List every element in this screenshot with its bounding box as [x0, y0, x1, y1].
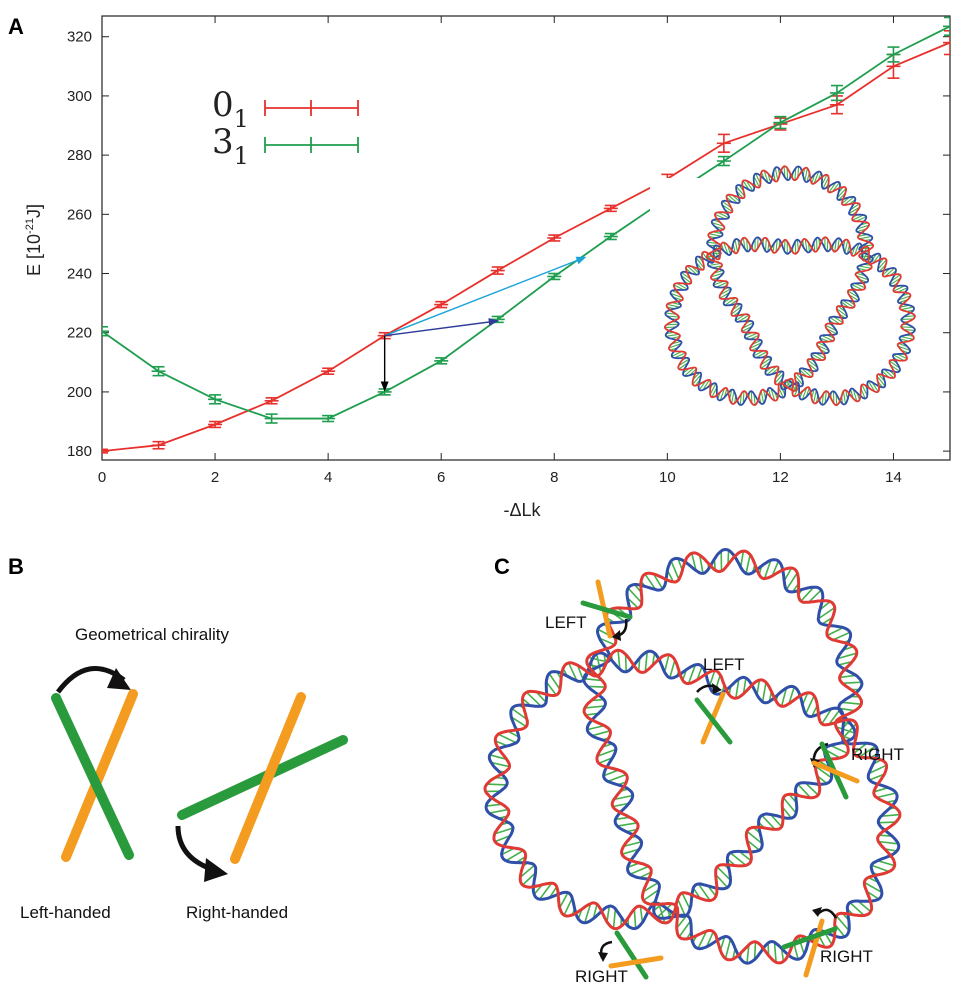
series-1-point [547, 272, 562, 281]
x-tick-label: 14 [885, 469, 902, 486]
series-0-point [490, 266, 505, 275]
helix-strand-blue [664, 165, 916, 406]
series-0-point [434, 300, 449, 309]
inset-background [650, 178, 930, 428]
crossing-marker-5 [781, 907, 838, 978]
right-handed-crossing [175, 692, 348, 882]
y-axis-label: E [10-21J] [24, 204, 44, 276]
crossing-label-5: RIGHT [820, 947, 873, 966]
legend-line-trefoil [264, 137, 359, 153]
svg-text:31: 31 [212, 122, 249, 170]
right-handed-label: Right-handed [186, 903, 288, 922]
series-1-point [829, 84, 844, 102]
inset-trefoil-dna-illustration [650, 165, 930, 428]
helix-base-pairs [485, 550, 900, 964]
crossing-marker-3 [810, 741, 860, 800]
helix-strand-red [664, 165, 916, 406]
series-0-point [321, 367, 336, 375]
y-tick-label: 240 [67, 266, 92, 283]
y-tick-label: 200 [67, 384, 92, 401]
crossing-marker-1 [580, 579, 633, 641]
series-0-point [102, 448, 109, 454]
series-1-point [264, 413, 279, 424]
series-1-point [151, 365, 166, 377]
left-handed-crossing [51, 665, 138, 862]
series-1-point [943, 16, 950, 37]
series-0-point [716, 133, 731, 153]
legend-0-sub: 1 [234, 105, 249, 133]
crossing-label-1: LEFT [545, 613, 587, 632]
legend-0-main: 0 [212, 85, 234, 125]
crossing-label-2: LEFT [703, 655, 745, 674]
chart-legend: 01 31 [212, 85, 359, 170]
legend-1-sub: 1 [234, 142, 249, 170]
series-1-point [102, 325, 109, 337]
crossing-label-3: RIGHT [851, 745, 904, 764]
svg-text:01: 01 [212, 85, 249, 133]
series-0-point [943, 29, 950, 56]
y-tick-label: 300 [67, 88, 92, 105]
y-tick-label: 260 [67, 206, 92, 223]
geometrical-chirality-caption: Geometrical chirality [75, 625, 229, 644]
transition-arrow-0 [384, 256, 587, 337]
series-0-point [151, 440, 166, 450]
plot-area [102, 16, 950, 454]
series-0-point [603, 204, 618, 213]
series-line-1 [102, 25, 950, 420]
y-axis-label-exp: -21 [24, 218, 36, 234]
x-tick-label: 10 [659, 469, 676, 486]
legend-line-unknot [264, 100, 359, 116]
x-tick-label: 12 [772, 469, 789, 486]
series-1-point [886, 46, 901, 63]
y-tick-label: 280 [67, 147, 92, 164]
series-0-point [264, 397, 279, 405]
series-1-point [208, 394, 223, 405]
series-1-point [434, 357, 449, 365]
helix-base-pairs [664, 166, 915, 406]
y-axis-label-main: E [10 [24, 234, 44, 276]
x-tick-label: 6 [437, 469, 445, 486]
crossing-marker-2 [694, 683, 733, 745]
x-tick-label: 0 [98, 469, 106, 486]
transition-arrow-1 [384, 318, 499, 337]
x-tick-label: 2 [211, 469, 219, 486]
y-axis-label-tail: J] [24, 204, 44, 218]
crossing-label-4: RIGHT [575, 967, 628, 986]
y-tick-label: 220 [67, 325, 92, 342]
panel-b-letter: B [8, 554, 24, 579]
left-handed-label: Left-handed [20, 903, 111, 922]
series-1-point [603, 232, 618, 241]
x-axis-label: -ΔLk [503, 500, 541, 520]
series-0-point [547, 234, 562, 242]
helix-strand-red [483, 549, 902, 965]
legend-1-main: 3 [212, 122, 234, 162]
y-tick-label: 180 [67, 443, 92, 460]
panel-a-letter: A [8, 14, 24, 39]
series-1-point [321, 414, 336, 423]
x-tick-label: 4 [324, 469, 332, 486]
crossing-marker-4 [598, 930, 664, 980]
panel-c-letter: C [494, 554, 510, 579]
y-tick-label: 320 [67, 29, 92, 46]
series-1-point [716, 155, 731, 167]
series-line-0 [102, 41, 950, 453]
x-tick-label: 8 [550, 469, 558, 486]
series-1-point [773, 115, 788, 130]
plot-frame [101, 15, 951, 461]
series-0-point [208, 420, 223, 429]
trefoil-dna-illustration [483, 548, 902, 965]
